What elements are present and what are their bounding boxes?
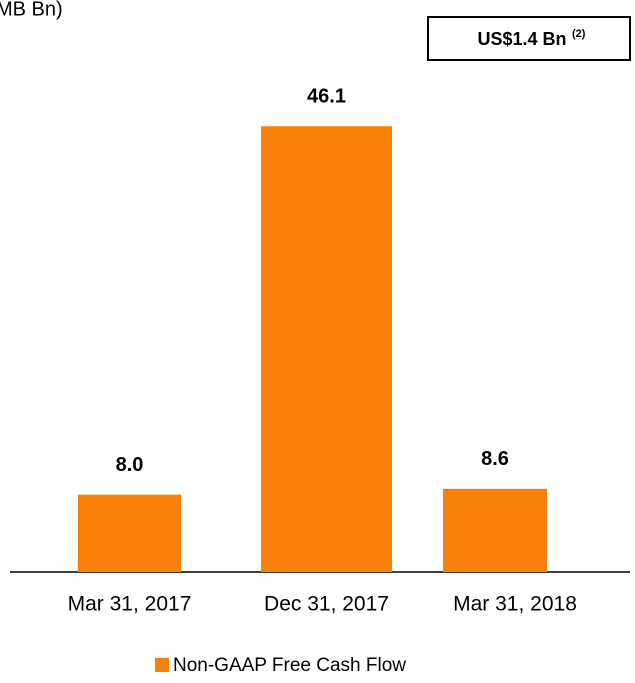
value-label: 46.1 [307,85,346,107]
x-tick-label: Dec 31, 2017 [264,593,389,616]
bar [78,494,181,572]
x-tick-label: Mar 31, 2018 [453,593,577,616]
value-label: 8.0 [116,454,144,476]
chart-title: MB Bn) [0,0,63,20]
legend-swatch [155,658,169,672]
legend-label: Non-GAAP Free Cash Flow [173,655,406,676]
annotation-note: (2) [572,28,586,40]
x-tick-label: Mar 31, 2017 [68,593,192,616]
value-label: 8.6 [481,448,509,470]
annotation-box [427,16,631,61]
bar [261,126,392,572]
annotation: US$1.4 Bn [477,29,566,49]
bar [443,488,547,572]
